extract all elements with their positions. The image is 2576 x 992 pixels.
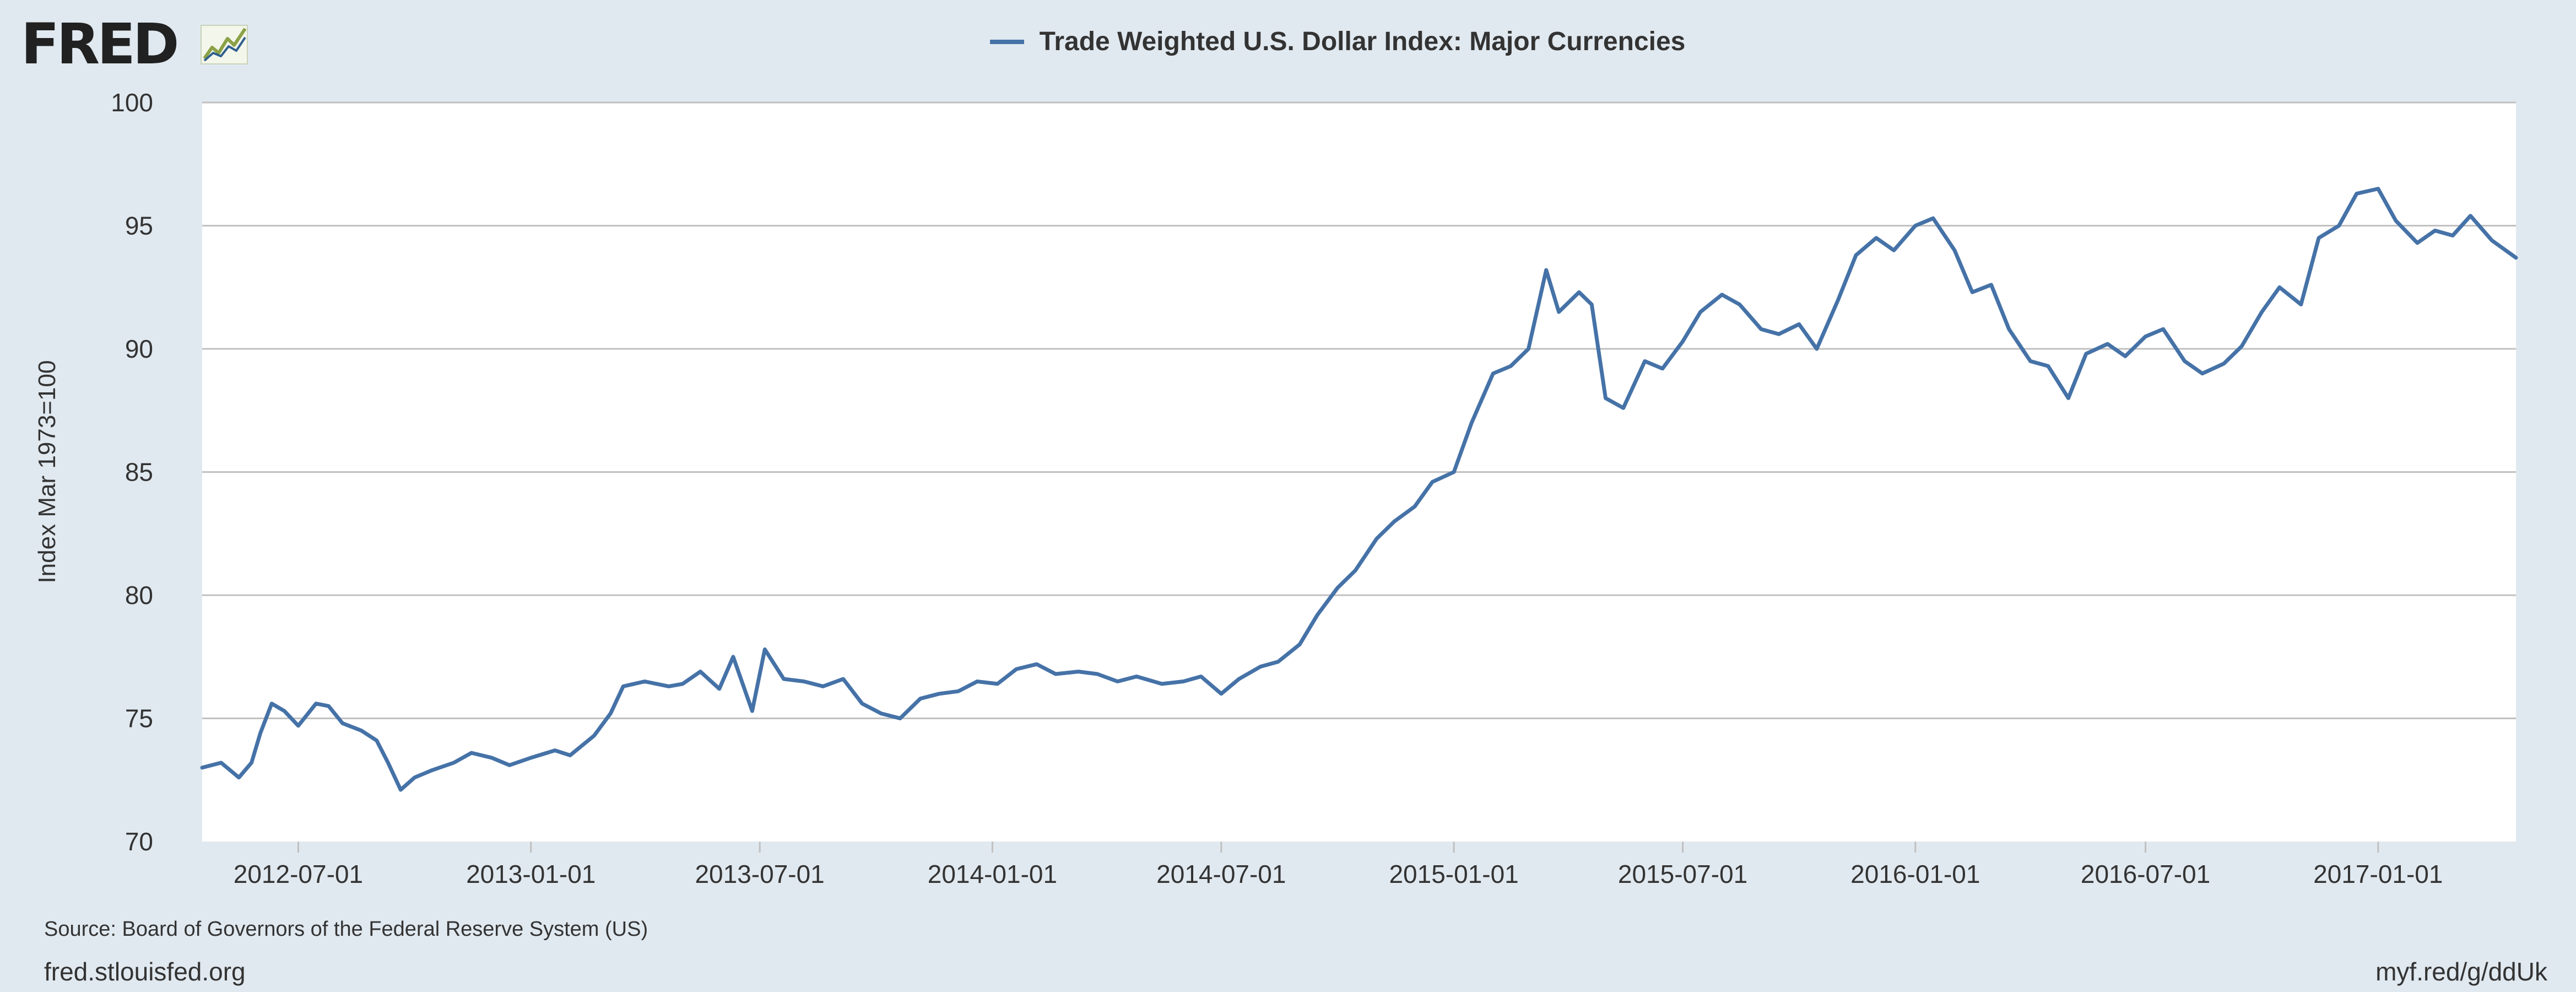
y-tick-label: 95 — [125, 212, 153, 240]
y-tick-label: 90 — [125, 335, 153, 363]
x-tick-label: 2016-01-01 — [1850, 860, 1980, 888]
fred-logo-text: FRED — [21, 12, 180, 77]
x-tick-label: 2017-01-01 — [2313, 860, 2443, 888]
y-tick-label: 70 — [125, 827, 153, 856]
y-tick-label: 75 — [125, 704, 153, 733]
gridlines — [202, 101, 2516, 719]
x-tick-label: 2014-07-01 — [1156, 860, 1286, 888]
x-tick-label: 2015-07-01 — [1618, 860, 1747, 888]
y-tick-label: 100 — [111, 88, 153, 117]
short-url-link[interactable]: myf.red/g/ddUk — [2375, 957, 2547, 986]
x-tick-label: 2012-07-01 — [234, 860, 363, 888]
series-line — [200, 187, 2518, 792]
site-link[interactable]: fred.stlouisfed.org — [44, 957, 246, 986]
x-tick-label: 2016-07-01 — [2081, 860, 2210, 888]
x-tick-labels: 2012-07-01 2013-01-01 2013-07-01 2014-01-01… — [234, 842, 2443, 888]
x-tick-label: 2013-07-01 — [695, 860, 824, 888]
source-note: Source: Board of Governors of the Federa… — [44, 918, 648, 941]
line-chart-icon — [201, 25, 248, 64]
legend-label: Trade Weighted U.S. Dollar Index: Major … — [1039, 27, 1686, 56]
x-tick-label: 2013-01-01 — [466, 860, 596, 888]
chart-legend: Trade Weighted U.S. Dollar Index: Major … — [0, 26, 2576, 57]
y-tick-labels: 70 75 80 85 90 95 100 — [111, 88, 153, 856]
y-axis-label: Index Mar 1973=100 — [34, 360, 61, 584]
legend-swatch — [989, 39, 1024, 44]
y-tick-label: 80 — [125, 581, 153, 610]
fred-logo[interactable]: FRED — [21, 14, 258, 75]
y-tick-label: 85 — [125, 458, 153, 487]
x-tick-label: 2014-01-01 — [928, 860, 1057, 888]
x-tick-label: 2015-01-01 — [1389, 860, 1518, 888]
